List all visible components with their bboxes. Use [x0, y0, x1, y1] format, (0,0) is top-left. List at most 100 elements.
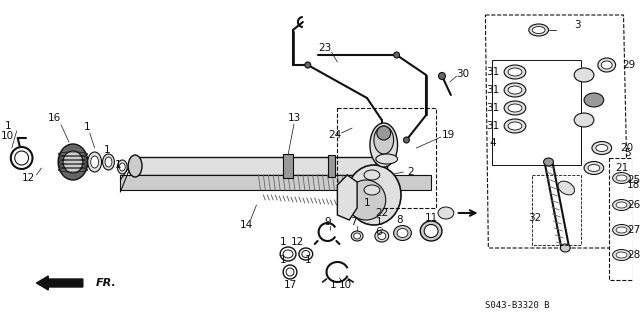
Ellipse shape [305, 62, 311, 68]
Text: 21: 21 [615, 163, 628, 173]
Text: 6: 6 [376, 227, 382, 237]
Text: 14: 14 [240, 220, 253, 230]
Ellipse shape [302, 250, 310, 257]
Bar [328, 155, 335, 177]
Ellipse shape [504, 65, 526, 79]
Ellipse shape [438, 207, 454, 219]
Text: 1: 1 [364, 198, 371, 208]
Text: 2: 2 [407, 167, 413, 177]
Ellipse shape [347, 165, 401, 225]
Ellipse shape [504, 83, 526, 97]
Ellipse shape [370, 123, 397, 167]
Ellipse shape [598, 58, 616, 72]
Ellipse shape [354, 233, 360, 239]
Ellipse shape [394, 52, 399, 58]
Ellipse shape [58, 144, 88, 180]
Bar [337, 108, 436, 208]
Text: 10: 10 [1, 131, 14, 141]
Ellipse shape [504, 101, 526, 115]
Text: 16: 16 [47, 113, 61, 123]
Ellipse shape [283, 250, 293, 258]
Ellipse shape [346, 180, 386, 220]
Bar [135, 157, 382, 175]
Ellipse shape [105, 157, 112, 167]
Text: 12: 12 [291, 237, 305, 247]
Ellipse shape [529, 24, 548, 36]
Text: 19: 19 [442, 130, 456, 140]
Ellipse shape [91, 156, 99, 168]
Ellipse shape [584, 161, 604, 174]
Text: 31: 31 [486, 121, 499, 131]
Ellipse shape [543, 158, 554, 166]
Text: 17: 17 [284, 280, 297, 290]
Text: 1: 1 [4, 121, 11, 131]
Text: 4: 4 [489, 138, 495, 148]
Ellipse shape [377, 126, 390, 140]
Ellipse shape [612, 199, 630, 211]
Text: 7: 7 [350, 217, 356, 227]
Ellipse shape [286, 268, 294, 276]
Polygon shape [485, 15, 628, 248]
Ellipse shape [616, 202, 627, 208]
Text: 9: 9 [324, 217, 331, 227]
Bar [532, 175, 581, 245]
Ellipse shape [504, 119, 526, 133]
Text: 11: 11 [424, 213, 438, 223]
Text: S043-B3320 B: S043-B3320 B [485, 300, 550, 309]
Text: 13: 13 [287, 113, 301, 123]
Ellipse shape [616, 227, 627, 233]
Ellipse shape [508, 104, 522, 112]
Ellipse shape [592, 142, 612, 154]
Ellipse shape [596, 145, 608, 152]
Ellipse shape [584, 93, 604, 107]
Text: 1: 1 [376, 217, 382, 227]
Ellipse shape [602, 61, 612, 69]
Ellipse shape [117, 160, 127, 174]
Text: 23: 23 [318, 43, 331, 53]
Ellipse shape [360, 206, 374, 214]
Ellipse shape [612, 249, 630, 261]
Ellipse shape [376, 154, 397, 164]
Bar [120, 175, 431, 190]
Ellipse shape [403, 137, 410, 143]
Text: 1: 1 [330, 280, 337, 290]
Text: 31: 31 [486, 85, 499, 95]
Text: 1: 1 [83, 122, 90, 132]
Text: 27: 27 [627, 225, 640, 235]
Text: 28: 28 [627, 250, 640, 260]
Polygon shape [337, 175, 357, 220]
Text: 31: 31 [486, 103, 499, 113]
Ellipse shape [616, 252, 627, 258]
Text: 1: 1 [280, 255, 287, 265]
Ellipse shape [374, 126, 394, 154]
Bar [492, 60, 581, 165]
Ellipse shape [375, 230, 388, 242]
Ellipse shape [532, 26, 545, 33]
Ellipse shape [508, 68, 522, 76]
Ellipse shape [378, 233, 386, 240]
Ellipse shape [119, 163, 125, 171]
Text: 32: 32 [528, 213, 541, 223]
Text: 1: 1 [115, 160, 122, 170]
Ellipse shape [88, 152, 102, 172]
Text: 1: 1 [104, 145, 111, 155]
Bar [283, 154, 293, 178]
Text: FR.: FR. [95, 278, 116, 288]
Text: 29: 29 [622, 60, 635, 70]
Ellipse shape [508, 86, 522, 94]
Ellipse shape [364, 170, 380, 180]
Ellipse shape [616, 175, 627, 181]
Text: 8: 8 [396, 215, 403, 225]
Ellipse shape [612, 225, 630, 235]
Text: 18: 18 [627, 180, 640, 190]
Ellipse shape [574, 68, 594, 82]
Text: 10: 10 [339, 280, 352, 290]
Ellipse shape [128, 155, 142, 177]
Ellipse shape [558, 181, 575, 195]
Ellipse shape [15, 151, 29, 165]
Text: 20: 20 [620, 143, 633, 153]
Text: 30: 30 [456, 69, 469, 79]
Ellipse shape [438, 72, 445, 79]
Ellipse shape [63, 151, 83, 173]
Ellipse shape [508, 122, 522, 130]
